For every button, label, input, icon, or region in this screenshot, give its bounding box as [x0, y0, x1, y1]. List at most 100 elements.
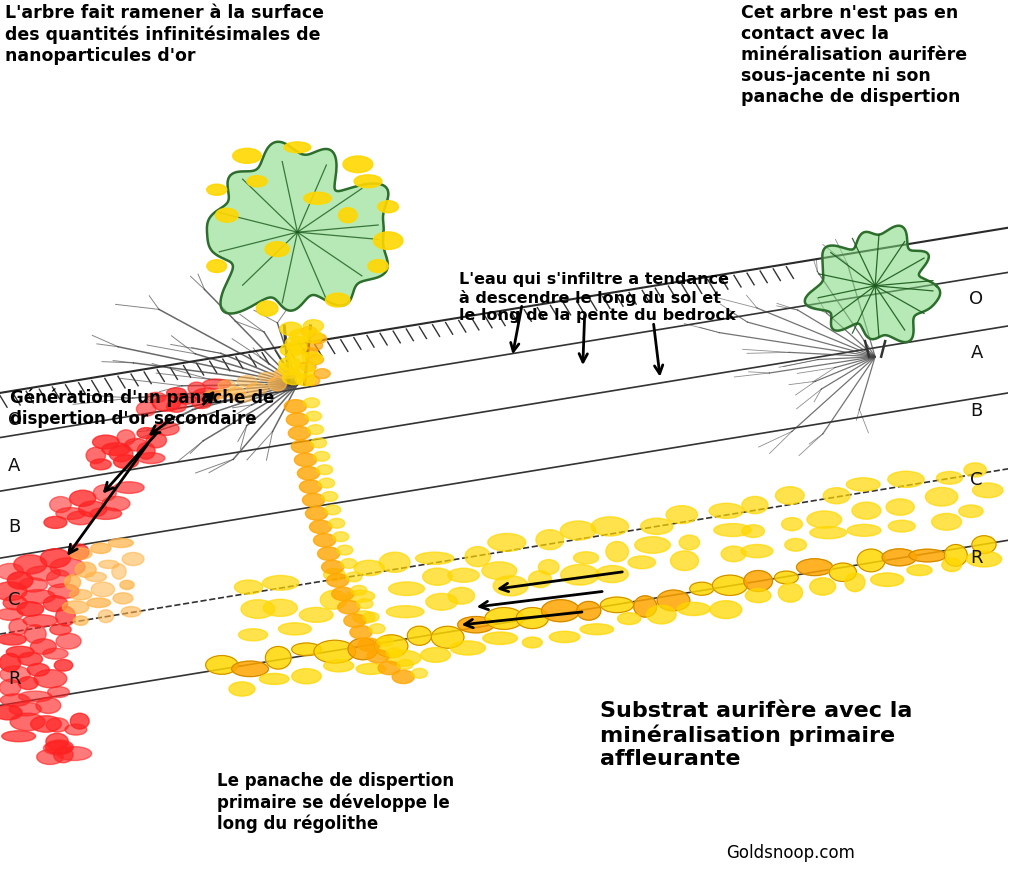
Ellipse shape — [56, 507, 85, 520]
Ellipse shape — [449, 588, 474, 605]
Ellipse shape — [348, 638, 378, 660]
Ellipse shape — [70, 490, 96, 506]
Text: Goldsnoop.com: Goldsnoop.com — [726, 844, 855, 862]
Ellipse shape — [972, 536, 996, 554]
Ellipse shape — [101, 443, 130, 455]
Ellipse shape — [671, 551, 698, 571]
Ellipse shape — [306, 340, 323, 350]
Ellipse shape — [322, 491, 338, 501]
Ellipse shape — [62, 601, 89, 613]
Ellipse shape — [0, 705, 23, 720]
Ellipse shape — [942, 558, 962, 572]
Ellipse shape — [120, 580, 134, 589]
Ellipse shape — [259, 673, 289, 685]
Ellipse shape — [778, 583, 803, 602]
Ellipse shape — [386, 650, 421, 666]
Ellipse shape — [326, 293, 350, 307]
Ellipse shape — [91, 582, 115, 597]
Ellipse shape — [870, 573, 904, 587]
Ellipse shape — [71, 714, 89, 729]
Ellipse shape — [301, 327, 317, 337]
Ellipse shape — [310, 334, 327, 344]
Ellipse shape — [46, 733, 69, 750]
Ellipse shape — [346, 590, 375, 602]
Ellipse shape — [600, 597, 634, 613]
Ellipse shape — [65, 575, 81, 589]
Ellipse shape — [314, 369, 330, 379]
Ellipse shape — [153, 396, 180, 411]
Ellipse shape — [110, 446, 133, 462]
Ellipse shape — [745, 588, 771, 603]
Ellipse shape — [53, 747, 73, 763]
Ellipse shape — [325, 505, 341, 514]
Ellipse shape — [50, 624, 72, 635]
Text: A: A — [971, 344, 983, 362]
Ellipse shape — [9, 702, 41, 716]
Ellipse shape — [7, 572, 33, 589]
Ellipse shape — [10, 714, 45, 730]
Ellipse shape — [193, 388, 220, 401]
Ellipse shape — [46, 718, 69, 732]
Ellipse shape — [44, 516, 67, 529]
Ellipse shape — [206, 655, 238, 674]
Ellipse shape — [167, 400, 186, 413]
Text: A: A — [8, 457, 20, 475]
Ellipse shape — [204, 390, 229, 399]
Ellipse shape — [846, 478, 880, 491]
Ellipse shape — [299, 607, 333, 622]
Ellipse shape — [641, 518, 673, 534]
Ellipse shape — [807, 511, 842, 528]
Ellipse shape — [549, 631, 580, 643]
Ellipse shape — [256, 301, 278, 316]
Ellipse shape — [50, 558, 85, 576]
Ellipse shape — [18, 691, 52, 702]
Polygon shape — [805, 226, 940, 342]
Ellipse shape — [823, 488, 850, 504]
Ellipse shape — [408, 626, 431, 646]
Ellipse shape — [606, 541, 629, 562]
Ellipse shape — [847, 524, 881, 537]
Ellipse shape — [293, 364, 315, 378]
Ellipse shape — [284, 142, 310, 153]
Polygon shape — [207, 142, 388, 313]
Ellipse shape — [290, 330, 311, 343]
Ellipse shape — [57, 747, 91, 761]
Ellipse shape — [341, 559, 357, 569]
Ellipse shape — [742, 525, 764, 538]
Ellipse shape — [136, 402, 156, 416]
Ellipse shape — [188, 382, 205, 395]
Ellipse shape — [522, 637, 543, 648]
Ellipse shape — [69, 544, 89, 560]
Ellipse shape — [634, 596, 656, 617]
Ellipse shape — [302, 352, 323, 364]
Ellipse shape — [973, 483, 1002, 497]
Ellipse shape — [146, 433, 167, 447]
Ellipse shape — [0, 582, 27, 600]
Ellipse shape — [218, 380, 236, 392]
Ellipse shape — [322, 561, 344, 574]
Ellipse shape — [577, 601, 601, 620]
Text: O: O — [969, 290, 983, 308]
Ellipse shape — [137, 443, 155, 459]
Ellipse shape — [17, 602, 44, 616]
Ellipse shape — [741, 497, 768, 513]
Ellipse shape — [888, 521, 915, 532]
Ellipse shape — [310, 438, 327, 448]
Ellipse shape — [231, 661, 268, 677]
Ellipse shape — [114, 455, 138, 469]
Ellipse shape — [0, 654, 20, 672]
Ellipse shape — [354, 560, 384, 576]
Ellipse shape — [68, 511, 94, 525]
Ellipse shape — [237, 376, 257, 387]
Ellipse shape — [31, 715, 61, 732]
Ellipse shape — [13, 555, 47, 574]
Ellipse shape — [487, 533, 526, 551]
Ellipse shape — [2, 730, 36, 742]
Ellipse shape — [297, 466, 319, 480]
Ellipse shape — [886, 499, 914, 515]
Ellipse shape — [431, 626, 464, 648]
Ellipse shape — [215, 208, 239, 222]
Ellipse shape — [263, 599, 297, 616]
Ellipse shape — [743, 571, 772, 591]
Ellipse shape — [70, 548, 92, 559]
